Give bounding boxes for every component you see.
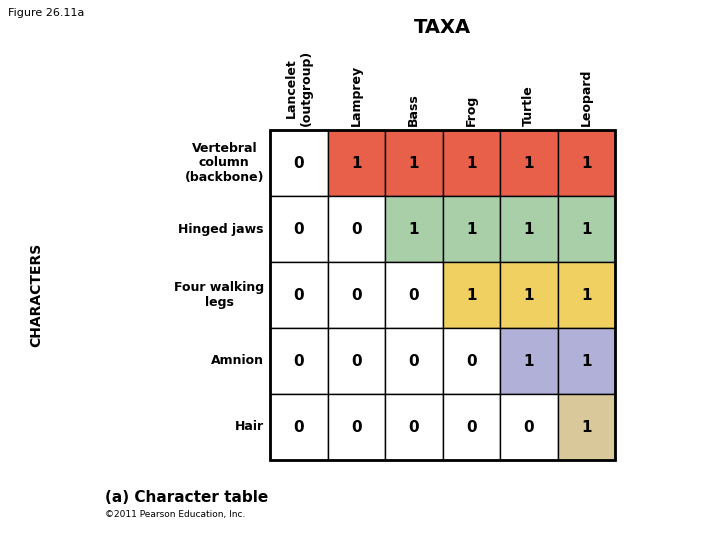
Bar bbox=[385, 196, 443, 262]
Text: Lancelet
(outgroup): Lancelet (outgroup) bbox=[284, 50, 312, 126]
Bar bbox=[328, 196, 385, 262]
Text: Leopard: Leopard bbox=[580, 69, 593, 126]
Bar bbox=[385, 394, 443, 460]
Text: 1: 1 bbox=[581, 221, 592, 237]
Text: 0: 0 bbox=[523, 420, 534, 435]
Bar bbox=[557, 196, 615, 262]
Bar bbox=[443, 130, 500, 196]
Text: 1: 1 bbox=[581, 156, 592, 171]
Text: 1: 1 bbox=[523, 221, 534, 237]
Text: Lamprey: Lamprey bbox=[350, 65, 363, 126]
Text: 0: 0 bbox=[466, 354, 477, 368]
Text: 0: 0 bbox=[466, 420, 477, 435]
Text: 0: 0 bbox=[294, 420, 304, 435]
Text: CHARACTERS: CHARACTERS bbox=[29, 243, 43, 347]
Bar bbox=[385, 130, 443, 196]
Text: 1: 1 bbox=[523, 156, 534, 171]
Text: Frog: Frog bbox=[464, 94, 478, 126]
Bar bbox=[500, 394, 557, 460]
Text: Hair: Hair bbox=[235, 421, 264, 434]
Bar bbox=[557, 394, 615, 460]
Bar bbox=[328, 394, 385, 460]
Text: 0: 0 bbox=[408, 420, 419, 435]
Text: 1: 1 bbox=[581, 287, 592, 302]
Text: 1: 1 bbox=[581, 420, 592, 435]
Text: Bass: Bass bbox=[408, 93, 420, 126]
Bar bbox=[328, 328, 385, 394]
Text: Turtle: Turtle bbox=[522, 85, 535, 126]
Bar bbox=[443, 328, 500, 394]
Text: 0: 0 bbox=[294, 221, 304, 237]
Text: 0: 0 bbox=[408, 354, 419, 368]
Text: 1: 1 bbox=[523, 354, 534, 368]
Bar bbox=[270, 262, 328, 328]
Text: 0: 0 bbox=[294, 156, 304, 171]
Bar bbox=[328, 262, 385, 328]
Bar bbox=[385, 262, 443, 328]
Text: Vertebral
column
(backbone): Vertebral column (backbone) bbox=[184, 141, 264, 185]
Bar bbox=[443, 394, 500, 460]
Text: 1: 1 bbox=[466, 221, 477, 237]
Text: Amnion: Amnion bbox=[211, 354, 264, 368]
Text: 1: 1 bbox=[581, 354, 592, 368]
Bar bbox=[557, 130, 615, 196]
Text: 1: 1 bbox=[408, 221, 419, 237]
Bar bbox=[500, 130, 557, 196]
Text: 0: 0 bbox=[294, 287, 304, 302]
Text: 1: 1 bbox=[523, 287, 534, 302]
Bar bbox=[557, 262, 615, 328]
Text: 0: 0 bbox=[351, 287, 361, 302]
Text: 1: 1 bbox=[408, 156, 419, 171]
Text: 1: 1 bbox=[351, 156, 361, 171]
Text: Four walking
legs: Four walking legs bbox=[174, 281, 264, 309]
Text: (a) Character table: (a) Character table bbox=[105, 490, 269, 505]
Text: 1: 1 bbox=[466, 156, 477, 171]
Text: 0: 0 bbox=[351, 420, 361, 435]
Bar bbox=[270, 130, 328, 196]
Bar bbox=[270, 130, 615, 460]
Bar bbox=[328, 130, 385, 196]
Bar bbox=[443, 262, 500, 328]
Text: TAXA: TAXA bbox=[414, 18, 471, 37]
Text: 0: 0 bbox=[351, 354, 361, 368]
Text: 0: 0 bbox=[294, 354, 304, 368]
Bar bbox=[385, 328, 443, 394]
Bar bbox=[557, 328, 615, 394]
Text: 0: 0 bbox=[351, 221, 361, 237]
Bar bbox=[500, 262, 557, 328]
Text: Hinged jaws: Hinged jaws bbox=[179, 222, 264, 235]
Text: 1: 1 bbox=[466, 287, 477, 302]
Bar bbox=[270, 196, 328, 262]
Text: Figure 26.11a: Figure 26.11a bbox=[8, 8, 84, 18]
Bar bbox=[500, 328, 557, 394]
Bar bbox=[500, 196, 557, 262]
Bar bbox=[443, 196, 500, 262]
Bar bbox=[270, 328, 328, 394]
Text: ©2011 Pearson Education, Inc.: ©2011 Pearson Education, Inc. bbox=[105, 510, 246, 519]
Bar bbox=[270, 394, 328, 460]
Text: 0: 0 bbox=[408, 287, 419, 302]
